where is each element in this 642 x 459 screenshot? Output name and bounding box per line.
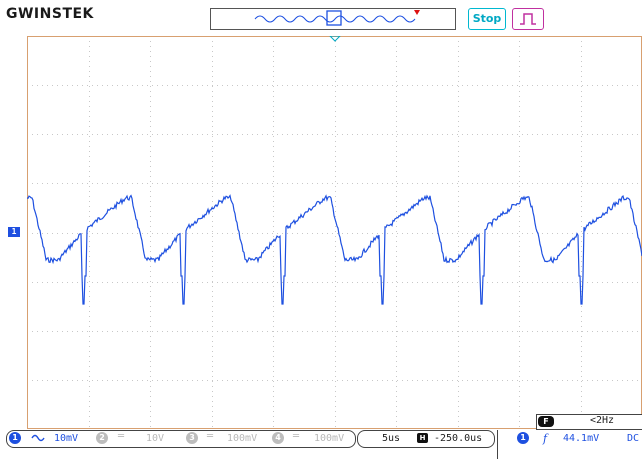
dc-coupling-icon: ═	[118, 431, 125, 442]
channel4-badge[interactable]: 4	[272, 432, 284, 444]
channel-scales-panel[interactable]	[6, 430, 356, 448]
waveform-display	[26, 35, 642, 429]
channel4-scale[interactable]: 100mV	[314, 433, 345, 444]
channel3-badge[interactable]: 3	[186, 432, 198, 444]
timebase-position[interactable]: -250.0us	[434, 433, 483, 444]
memory-waveform-preview	[254, 10, 420, 26]
graticule	[26, 35, 642, 429]
channel2-badge[interactable]: 2	[96, 432, 108, 444]
memory-bar[interactable]	[210, 8, 456, 30]
brand-logo: GWINSTEK	[6, 6, 94, 22]
graticule-grid	[27, 36, 642, 429]
trigger-time-marker	[328, 35, 342, 42]
channel1-scale[interactable]: 10mV	[54, 433, 79, 444]
trigger-position-marker	[414, 10, 420, 15]
frequency-value: <2Hz	[590, 415, 615, 426]
trigger-slope-icon: f	[543, 432, 548, 445]
ac-coupling-icon	[31, 434, 45, 442]
channel3-scale[interactable]: 100mV	[227, 433, 258, 444]
channel1-ground-marker[interactable]: 1	[8, 227, 20, 237]
timebase-scale[interactable]: 5us	[382, 433, 401, 444]
horizontal-position-icon: H	[417, 433, 428, 443]
trigger-level[interactable]: 44.1mV	[563, 433, 600, 444]
frequency-counter	[536, 414, 642, 430]
trigger-type-button[interactable]	[512, 8, 544, 30]
panel-divider	[497, 430, 498, 459]
channel1-badge[interactable]: 1	[9, 432, 21, 444]
trigger-coupling[interactable]: DC	[627, 433, 640, 444]
channel1-trace	[26, 194, 642, 305]
channel2-scale[interactable]: 10V	[146, 433, 165, 444]
graticule-frame	[27, 36, 642, 429]
dc-coupling-icon: ═	[207, 431, 214, 442]
rising-edge-pulse-icon	[520, 13, 536, 25]
trigger-source-badge[interactable]: 1	[517, 432, 529, 444]
run-stop-button[interactable]: Stop	[468, 8, 506, 30]
memory-window-marker	[326, 10, 342, 26]
dc-coupling-icon: ═	[293, 431, 300, 442]
frequency-counter-badge: F	[538, 416, 554, 427]
status-bar: 1 10mV 2 ═ 10V 3 ═ 100mV 4 ═ 100mV 5us H…	[0, 430, 642, 459]
